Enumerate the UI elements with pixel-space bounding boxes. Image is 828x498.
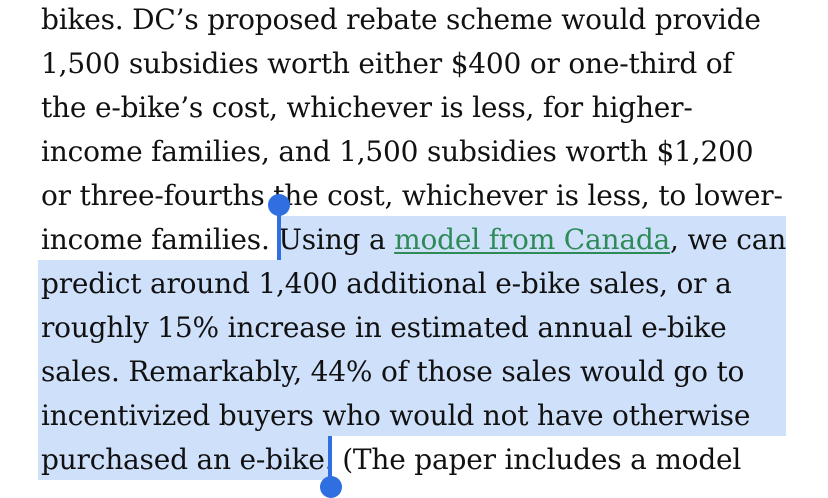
article-body: bikes. DC’s proposed rebate scheme would…	[38, 3, 786, 498]
paragraph-line: the e-bike’s cost, whichever is less, fo…	[41, 91, 693, 124]
paragraph-line: income families. Using a model from Cana…	[41, 220, 786, 260]
selection-highlight	[38, 392, 786, 436]
paragraph-line: purchased an e-bike. (The paper includes…	[41, 440, 741, 480]
selected-line: roughly 15% increase in estimated annual…	[41, 311, 727, 344]
selected-text: purchased an e-bike.	[41, 443, 334, 476]
paragraph-line: income families, and 1,500 subsidies wor…	[41, 135, 754, 168]
selection-highlight	[38, 436, 330, 480]
selection-highlight	[38, 348, 786, 392]
line-text: income families.	[41, 223, 279, 256]
selection-start-handle[interactable]	[268, 194, 290, 216]
paragraph-line: or three-fourths the cost, whichever is …	[41, 179, 783, 212]
paragraph-line: bikes. DC’s proposed rebate scheme would…	[41, 3, 761, 36]
selection-highlight	[279, 216, 786, 260]
selection-start-caret	[277, 210, 281, 260]
selected-text: Using a	[278, 223, 395, 256]
selected-line: sales. Remarkably, 44% of those sales wo…	[41, 355, 745, 388]
selection-highlight	[38, 304, 786, 348]
line-text: (The paper includes a model	[333, 443, 742, 476]
paragraph-line: 1,500 subsidies worth either $400 or one…	[41, 47, 733, 80]
selection-highlight	[38, 260, 786, 304]
selected-line: incentivized buyers who would not have o…	[41, 399, 751, 432]
selection-end-handle[interactable]	[320, 476, 342, 498]
selected-text: , we can	[670, 223, 787, 256]
model-from-canada-link[interactable]: model from Canada	[394, 223, 671, 256]
selected-line: predict around 1,400 additional e-bike s…	[41, 267, 732, 300]
selection-end-caret	[328, 436, 332, 482]
